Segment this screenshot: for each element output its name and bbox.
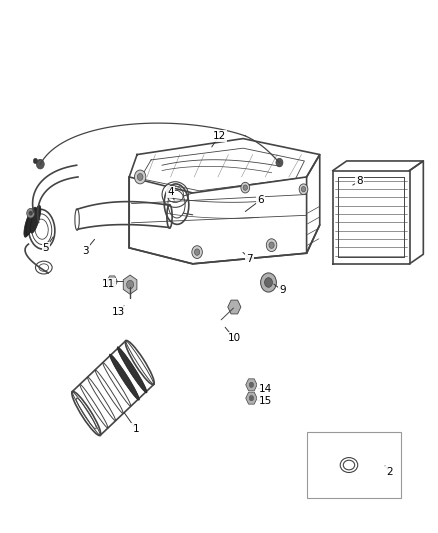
Text: 2: 2 <box>386 467 393 477</box>
Text: 9: 9 <box>279 286 286 295</box>
Circle shape <box>241 182 250 193</box>
Text: 4: 4 <box>167 187 174 197</box>
Text: 1: 1 <box>132 424 139 434</box>
Circle shape <box>265 278 272 287</box>
Text: 3: 3 <box>82 246 89 255</box>
Ellipse shape <box>24 209 35 237</box>
Circle shape <box>33 158 38 164</box>
Circle shape <box>127 280 134 289</box>
Ellipse shape <box>30 205 41 233</box>
Ellipse shape <box>110 354 139 400</box>
Circle shape <box>249 382 254 387</box>
Text: 13: 13 <box>112 307 125 317</box>
Circle shape <box>276 158 283 167</box>
Text: 6: 6 <box>257 195 264 205</box>
Circle shape <box>36 159 44 169</box>
Text: 7: 7 <box>246 254 253 263</box>
Circle shape <box>269 242 274 248</box>
Circle shape <box>27 208 35 218</box>
Text: 5: 5 <box>42 243 49 253</box>
Text: 11: 11 <box>102 279 115 289</box>
Ellipse shape <box>117 347 147 393</box>
Circle shape <box>249 395 254 401</box>
Circle shape <box>194 249 200 255</box>
Ellipse shape <box>26 207 36 235</box>
Text: 8: 8 <box>356 176 363 186</box>
Circle shape <box>134 170 146 184</box>
Circle shape <box>266 239 277 252</box>
Circle shape <box>261 273 276 292</box>
Circle shape <box>29 211 32 215</box>
Circle shape <box>243 185 247 190</box>
Circle shape <box>299 184 308 195</box>
Circle shape <box>192 246 202 259</box>
Text: 15: 15 <box>258 397 272 406</box>
Text: 14: 14 <box>258 384 272 394</box>
Circle shape <box>137 173 143 180</box>
Text: 10: 10 <box>228 334 241 343</box>
Circle shape <box>301 187 306 192</box>
Text: 12: 12 <box>212 131 226 141</box>
